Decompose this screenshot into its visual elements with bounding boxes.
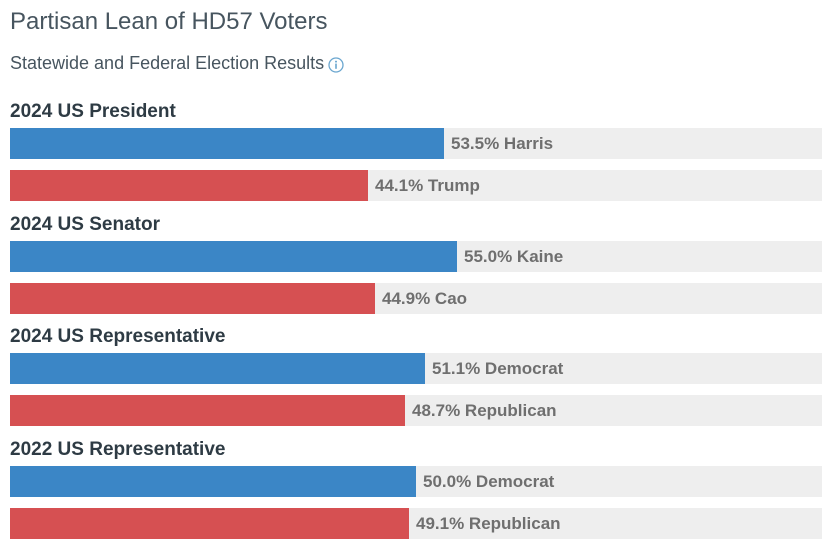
democrat-bar — [10, 241, 457, 272]
bar-value-label: 44.1% Trump — [375, 176, 480, 195]
bar-value-label: 48.7% Republican — [412, 401, 557, 420]
subtitle: Statewide and Federal Election Results — [10, 53, 344, 74]
group-label: 2024 US Senator — [10, 214, 160, 235]
bar-track: 44.9% Cao — [10, 283, 822, 314]
page-title: Partisan Lean of HD57 Voters — [10, 8, 328, 35]
group-label: 2024 US Representative — [10, 326, 226, 347]
republican-bar — [10, 283, 375, 314]
group-label: 2024 US President — [10, 101, 176, 122]
info-icon[interactable] — [328, 56, 344, 73]
republican-bar — [10, 395, 405, 426]
bar-track: 44.1% Trump — [10, 170, 822, 201]
bar-track: 48.7% Republican — [10, 395, 822, 426]
bar-value-label: 44.9% Cao — [382, 289, 468, 308]
bar-value-label: 51.1% Democrat — [432, 359, 564, 378]
bar-track: 51.1% Democrat — [10, 353, 822, 384]
bar-value-label: 49.1% Republican — [416, 514, 561, 533]
democrat-bar — [10, 466, 416, 497]
bar-track: 50.0% Democrat — [10, 466, 822, 497]
bar-track: 49.1% Republican — [10, 508, 822, 539]
republican-bar — [10, 170, 368, 201]
group-label: 2022 US Representative — [10, 439, 226, 460]
subtitle-text: Statewide and Federal Election Results — [10, 53, 325, 73]
bar-track: 53.5% Harris — [10, 128, 822, 159]
bar-value-label: 53.5% Harris — [451, 134, 554, 153]
democrat-bar — [10, 353, 425, 384]
republican-bar — [10, 508, 409, 539]
bar-value-label: 50.0% Democrat — [423, 472, 555, 491]
democrat-bar — [10, 128, 444, 159]
bar-value-label: 55.0% Kaine — [464, 247, 564, 266]
bar-track: 55.0% Kaine — [10, 241, 822, 272]
